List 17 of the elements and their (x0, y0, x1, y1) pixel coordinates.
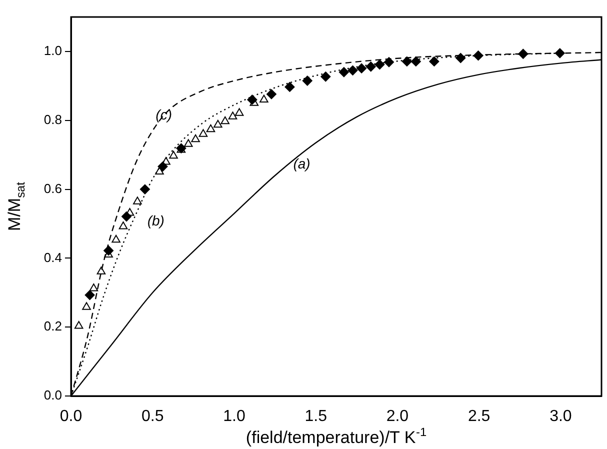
y-tick-label: 0.6 (44, 180, 62, 196)
annotation: (c) (156, 106, 172, 122)
x-tick-label: 2.0 (386, 408, 409, 426)
annotation: (b) (147, 212, 164, 229)
x-tick-label: 0.0 (60, 408, 82, 426)
x-tick-label: 2.5 (468, 408, 490, 426)
annotation: (a) (293, 156, 310, 172)
x-tick-label: 0.5 (141, 408, 164, 426)
x-tick-label: 1.5 (304, 408, 328, 426)
y-tick-label: 0.8 (44, 112, 62, 127)
x-tick-label: 3.0 (550, 408, 572, 426)
y-axis-title: M/Msat (5, 181, 28, 231)
x-tick-label: 1.0 (223, 408, 246, 426)
y-tick-label: 1.0 (44, 43, 62, 58)
y-tick-label: 0.4 (44, 250, 62, 265)
y-tick-label: 0.0 (44, 388, 62, 403)
y-tick-label: 0.2 (44, 318, 62, 334)
